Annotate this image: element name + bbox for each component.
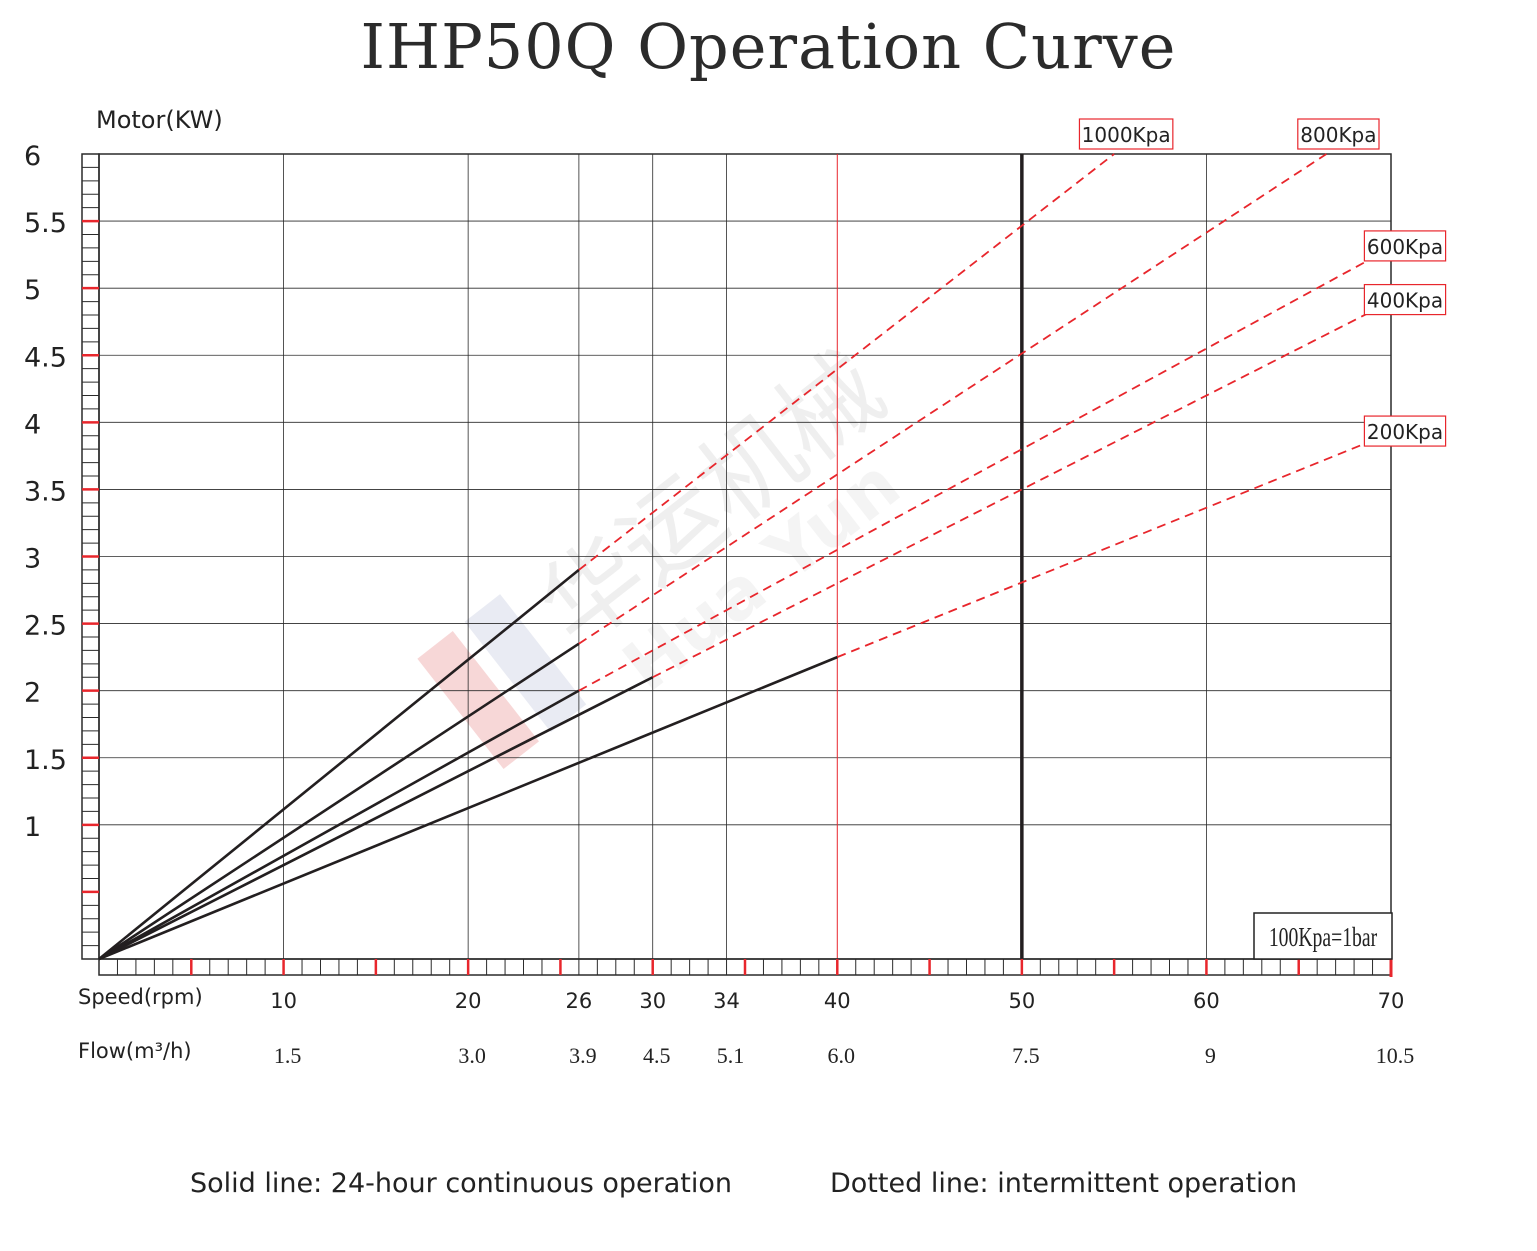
chart-title: IHP50Q Operation Curve: [360, 10, 1177, 83]
series-label-box: [1363, 283, 1447, 316]
series-label-text: 800Kpa: [1300, 123, 1376, 147]
x-tick-label: 60: [1193, 989, 1220, 1013]
series-label-text: 600Kpa: [1367, 235, 1443, 259]
y-tick-label: 2.5: [24, 611, 67, 642]
series-label-1000Kpa: 1000Kpa: [1078, 118, 1174, 150]
flow-tick-label: 10.5: [1376, 1043, 1415, 1068]
y-tick-label: 3: [24, 544, 41, 575]
flow-tick-label: 3.9: [569, 1043, 597, 1068]
axis-layer: [81, 153, 1393, 977]
grid-layer: [98, 153, 1392, 960]
y-tick-label: 4.5: [24, 342, 67, 373]
series-dashed-200Kpa: [836, 432, 1392, 658]
y-tick-label: 6: [24, 141, 41, 172]
series-label-800Kpa: 800Kpa: [1297, 118, 1380, 150]
label-layer: 1 1.5 2 2.5 3 3.5 4 4.5 5 5.5 6 10 1.5 20 3.0 26 3.9 30 4.…: [24, 118, 1447, 1068]
flow-tick-label: 5.1: [717, 1043, 745, 1068]
series-label-text: 200Kpa: [1367, 420, 1443, 444]
flow-tick-label: 3.0: [458, 1043, 486, 1068]
flow-tick-label: 1.5: [274, 1043, 302, 1068]
series-solid-200Kpa: [98, 655, 838, 961]
flow-tick-label: 9: [1205, 1043, 1216, 1068]
caption-solid-line: Solid line: 24-hour continuous operation: [190, 1168, 733, 1199]
series-solid-800Kpa: [98, 642, 580, 961]
series-label-600Kpa: 600Kpa: [1363, 230, 1447, 262]
flow-tick-label: 4.5: [643, 1043, 671, 1068]
unit-annotation: 100Kpa=1bar: [1253, 912, 1393, 960]
y-tick-label: 4: [24, 409, 41, 440]
series-dashed-400Kpa: [652, 300, 1392, 679]
flow-tick-label: 6.0: [828, 1043, 856, 1068]
flow-tick-label: 7.5: [1012, 1043, 1040, 1068]
series-label-box: [1363, 230, 1447, 262]
x-tick-label: 30: [639, 989, 666, 1013]
x-tick-label: 34: [713, 989, 740, 1013]
watermark-logo: 华运机械 Hua Yun: [417, 330, 915, 770]
x-axis-label: Speed(rpm): [78, 985, 203, 1009]
series-dashed-1000Kpa: [578, 153, 1115, 571]
series-label-text: 1000Kpa: [1082, 123, 1171, 147]
series-solid-1000Kpa: [98, 568, 580, 961]
y-tick-label: 1.5: [24, 745, 67, 776]
series-solid-600Kpa: [98, 689, 580, 961]
unit-annotation-text: 100Kpa=1bar: [1269, 923, 1377, 953]
series-solid-400Kpa: [98, 676, 654, 961]
x-tick-label: 50: [1008, 989, 1035, 1013]
x-tick-label: 10: [270, 989, 297, 1013]
flow-axis-label: Flow(m³/h): [78, 1039, 192, 1063]
series-label-400Kpa: 400Kpa: [1363, 283, 1447, 316]
series-label-box: [1363, 415, 1447, 447]
y-tick-label: 5: [24, 275, 41, 306]
y-tick-label: 3.5: [24, 476, 67, 507]
x-tick-label: 70: [1378, 989, 1405, 1013]
series-label-box: [1297, 118, 1380, 150]
series-label-text: 400Kpa: [1367, 289, 1443, 313]
series-dashed-600Kpa: [578, 247, 1392, 692]
caption-dotted-line: Dotted line: intermittent operation: [830, 1168, 1298, 1199]
x-tick-label: 26: [566, 989, 593, 1013]
y-tick-label: 5.5: [24, 208, 67, 239]
series-label-200Kpa: 200Kpa: [1363, 415, 1447, 447]
x-tick-label: 40: [824, 989, 851, 1013]
y-tick-label: 1: [24, 812, 41, 843]
series-label-box: [1078, 118, 1174, 150]
series-layer: [98, 153, 1392, 961]
y-tick-label: 2: [24, 678, 41, 709]
x-tick-label: 20: [455, 989, 482, 1013]
y-axis-label: Motor(KW): [96, 106, 223, 134]
